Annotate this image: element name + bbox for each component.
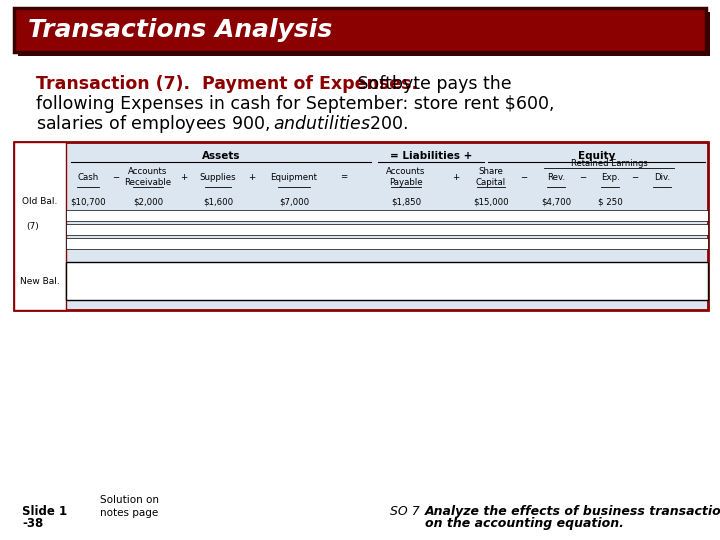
Text: Supplies: Supplies [199, 172, 236, 181]
Text: Cash: Cash [77, 172, 99, 181]
Bar [14, 8, 706, 52]
Text: +: + [452, 172, 459, 181]
Text: Old Bal.: Old Bal. [22, 198, 58, 206]
Text: Assets: Assets [202, 151, 240, 161]
Text: Transaction (7).  Payment of Expenses.: Transaction (7). Payment of Expenses. [36, 75, 418, 93]
Text: $2,000: $2,000 [133, 198, 163, 206]
Text: Accounts
Receivable: Accounts Receivable [125, 167, 171, 187]
Text: $10,700: $10,700 [70, 198, 106, 206]
Text: Share
Capital: Share Capital [476, 167, 506, 187]
Text: (7): (7) [26, 222, 39, 232]
Text: Equipment: Equipment [271, 172, 318, 181]
Text: =: = [341, 172, 348, 181]
Text: −: − [521, 172, 528, 181]
Text: $1,850: $1,850 [391, 198, 421, 206]
Text: −: − [580, 172, 587, 181]
Text: −: − [631, 172, 639, 181]
Text: $15,000: $15,000 [473, 198, 509, 206]
Text: = Liabilities +: = Liabilities + [390, 151, 472, 161]
Text: on the accounting equation.: on the accounting equation. [425, 517, 624, 530]
Text: +: + [181, 172, 188, 181]
Text: −: − [112, 172, 120, 181]
Text: Accounts
Payable: Accounts Payable [387, 167, 426, 187]
Text: New Bal.: New Bal. [20, 276, 60, 286]
Bar [66, 238, 708, 248]
Bar [14, 142, 708, 310]
Text: Softbyte pays the: Softbyte pays the [352, 75, 512, 93]
Text: Exp.: Exp. [600, 172, 619, 181]
Text: salaries of employees $900, and utilities $200.: salaries of employees $900, and utilitie… [36, 113, 408, 135]
Bar [66, 224, 708, 234]
Text: Div.: Div. [654, 172, 670, 181]
Bar [14, 142, 66, 310]
Text: +: + [248, 172, 256, 181]
Bar [66, 262, 708, 300]
Bar [66, 210, 708, 220]
Text: Transactions Analysis: Transactions Analysis [28, 18, 332, 42]
Text: following Expenses in cash for September: store rent $600,: following Expenses in cash for September… [36, 95, 554, 113]
Text: Solution on
notes page: Solution on notes page [100, 495, 159, 518]
Text: Equity: Equity [578, 151, 616, 161]
Bar [18, 12, 710, 56]
Text: SO 7: SO 7 [390, 505, 420, 518]
Text: Slide 1: Slide 1 [22, 505, 67, 518]
Text: Analyze the effects of business transactions: Analyze the effects of business transact… [425, 505, 720, 518]
Text: $ 250: $ 250 [598, 198, 622, 206]
Text: $4,700: $4,700 [541, 198, 571, 206]
Text: Rev.: Rev. [547, 172, 565, 181]
Text: $1,600: $1,600 [203, 198, 233, 206]
Text: $7,000: $7,000 [279, 198, 309, 206]
Text: -38: -38 [22, 517, 43, 530]
Text: Retained Earnings: Retained Earnings [571, 159, 647, 168]
